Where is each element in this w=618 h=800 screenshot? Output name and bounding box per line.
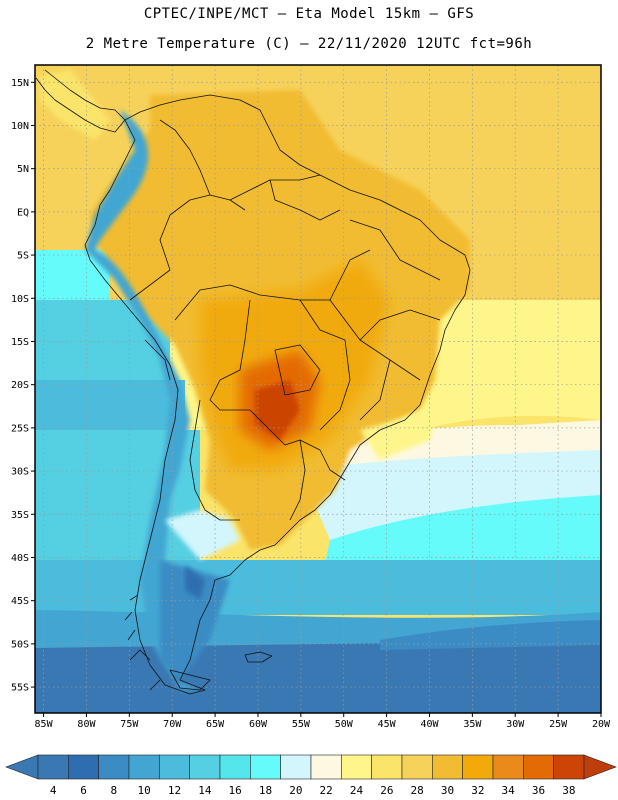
lat-tick-label: 45S — [11, 596, 29, 607]
lat-tick-label: 50S — [11, 639, 29, 650]
legend-tick-label: 4 — [50, 784, 57, 797]
lon-tick-label: 30W — [506, 719, 525, 730]
lon-tick-label: 20W — [592, 719, 611, 730]
map-title-line1: CPTEC/INPE/MCT – Eta Model 15km – GFS — [143, 6, 475, 22]
lon-tick-label: 60W — [249, 719, 268, 730]
lat-tick-label: 10S — [11, 294, 29, 305]
legend-color-swatch — [432, 754, 463, 780]
legend-tick-label: 6 — [80, 784, 87, 797]
lat-tick-label: 30S — [11, 467, 29, 478]
lat-tick-label: 5S — [17, 251, 29, 262]
lat-tick-label: 15S — [11, 337, 29, 348]
legend-tick-label: 16 — [229, 784, 242, 797]
legend-tick-label: 22 — [320, 784, 333, 797]
legend-left-arrow — [5, 754, 39, 780]
lat-tick-label: 35S — [11, 510, 29, 521]
legend-tick-label: 34 — [502, 784, 516, 797]
longitude-labels: 85W 80W 75W 70W 65W 60W 55W 50W 45W 40W 35W 30W 25W 2… — [35, 713, 611, 730]
legend-color-swatch — [280, 754, 312, 780]
legend-tick-label: 32 — [471, 784, 484, 797]
lon-tick-label: 65W — [206, 719, 225, 730]
temperature-field — [35, 65, 601, 713]
lat-tick-label: 10N — [11, 121, 29, 132]
legend-color-swatch — [98, 754, 130, 780]
lat-lon-grid — [35, 65, 601, 713]
lon-tick-label: 40W — [420, 719, 439, 730]
lat-tick-label: 40S — [11, 553, 29, 564]
legend-tick-label: 36 — [532, 784, 545, 797]
map-title-line2: 2 Metre Temperature (C) – 22/11/2020 12U… — [85, 36, 533, 52]
legend-tick-label: 28 — [411, 784, 424, 797]
legend-color-swatch — [371, 754, 403, 780]
tierra-del-fuego — [169, 669, 211, 691]
legend-right-arrow — [583, 754, 617, 780]
lon-tick-label: 85W — [35, 719, 54, 730]
legend-color-swatch — [189, 754, 221, 780]
legend-tick-label: 14 — [198, 784, 212, 797]
legend-color-swatch — [128, 754, 160, 780]
legend-tick-label: 26 — [380, 784, 393, 797]
lat-tick-label: 15N — [11, 78, 29, 89]
legend-tick-label: 12 — [168, 784, 181, 797]
legend-color-swatch — [492, 754, 524, 780]
map-frame — [34, 64, 602, 714]
legend-color-swatch — [401, 754, 433, 780]
lon-tick-label: 50W — [335, 719, 354, 730]
lat-tick-label: 20S — [11, 380, 29, 391]
legend-color-swatch — [553, 754, 585, 780]
legend-tick-label: 30 — [441, 784, 454, 797]
legend-tick-label: 18 — [259, 784, 272, 797]
legend-color-swatch — [310, 754, 342, 780]
color-scale-legend: 4 6 8 10 12 14 16 18 20 22 24 26 28 30 32 34 36 38 — [5, 754, 617, 797]
latitude-labels: 15N 10N 5N EQ 5S 10S 15S 20S 25S 30S 35S 40S 45S 50S 5… — [11, 78, 35, 694]
legend-tick-label: 24 — [350, 784, 364, 797]
lat-tick-label: 25S — [11, 423, 29, 434]
legend-color-swatch — [250, 754, 281, 780]
legend-tick-label: 10 — [138, 784, 151, 797]
legend-color-swatch — [68, 754, 99, 780]
legend-tick-label: 8 — [111, 784, 118, 797]
legend-color-swatch — [462, 754, 494, 780]
lat-tick-label: EQ — [17, 207, 29, 218]
lon-tick-label: 80W — [77, 719, 96, 730]
central-america — [35, 69, 126, 133]
legend-color-swatch — [523, 754, 554, 780]
lon-tick-label: 70W — [163, 719, 182, 730]
lon-tick-label: 75W — [120, 719, 139, 730]
legend-color-swatch — [219, 754, 251, 780]
legend-tick-label: 20 — [289, 784, 302, 797]
legend-color-swatch — [159, 754, 190, 780]
legend-color-swatch — [341, 754, 372, 780]
lon-tick-label: 35W — [463, 719, 482, 730]
land-temperature — [40, 70, 470, 690]
lon-tick-label: 25W — [549, 719, 568, 730]
legend-tick-label: 38 — [562, 784, 575, 797]
country-borders — [35, 69, 471, 695]
south-america-coastline — [84, 94, 471, 695]
lon-tick-label: 45W — [378, 719, 397, 730]
lat-tick-label: 55S — [11, 683, 29, 694]
falkland-islands — [244, 651, 273, 663]
lon-tick-label: 55W — [292, 719, 311, 730]
legend-color-swatch — [37, 754, 69, 780]
lat-tick-label: 5N — [17, 164, 29, 175]
